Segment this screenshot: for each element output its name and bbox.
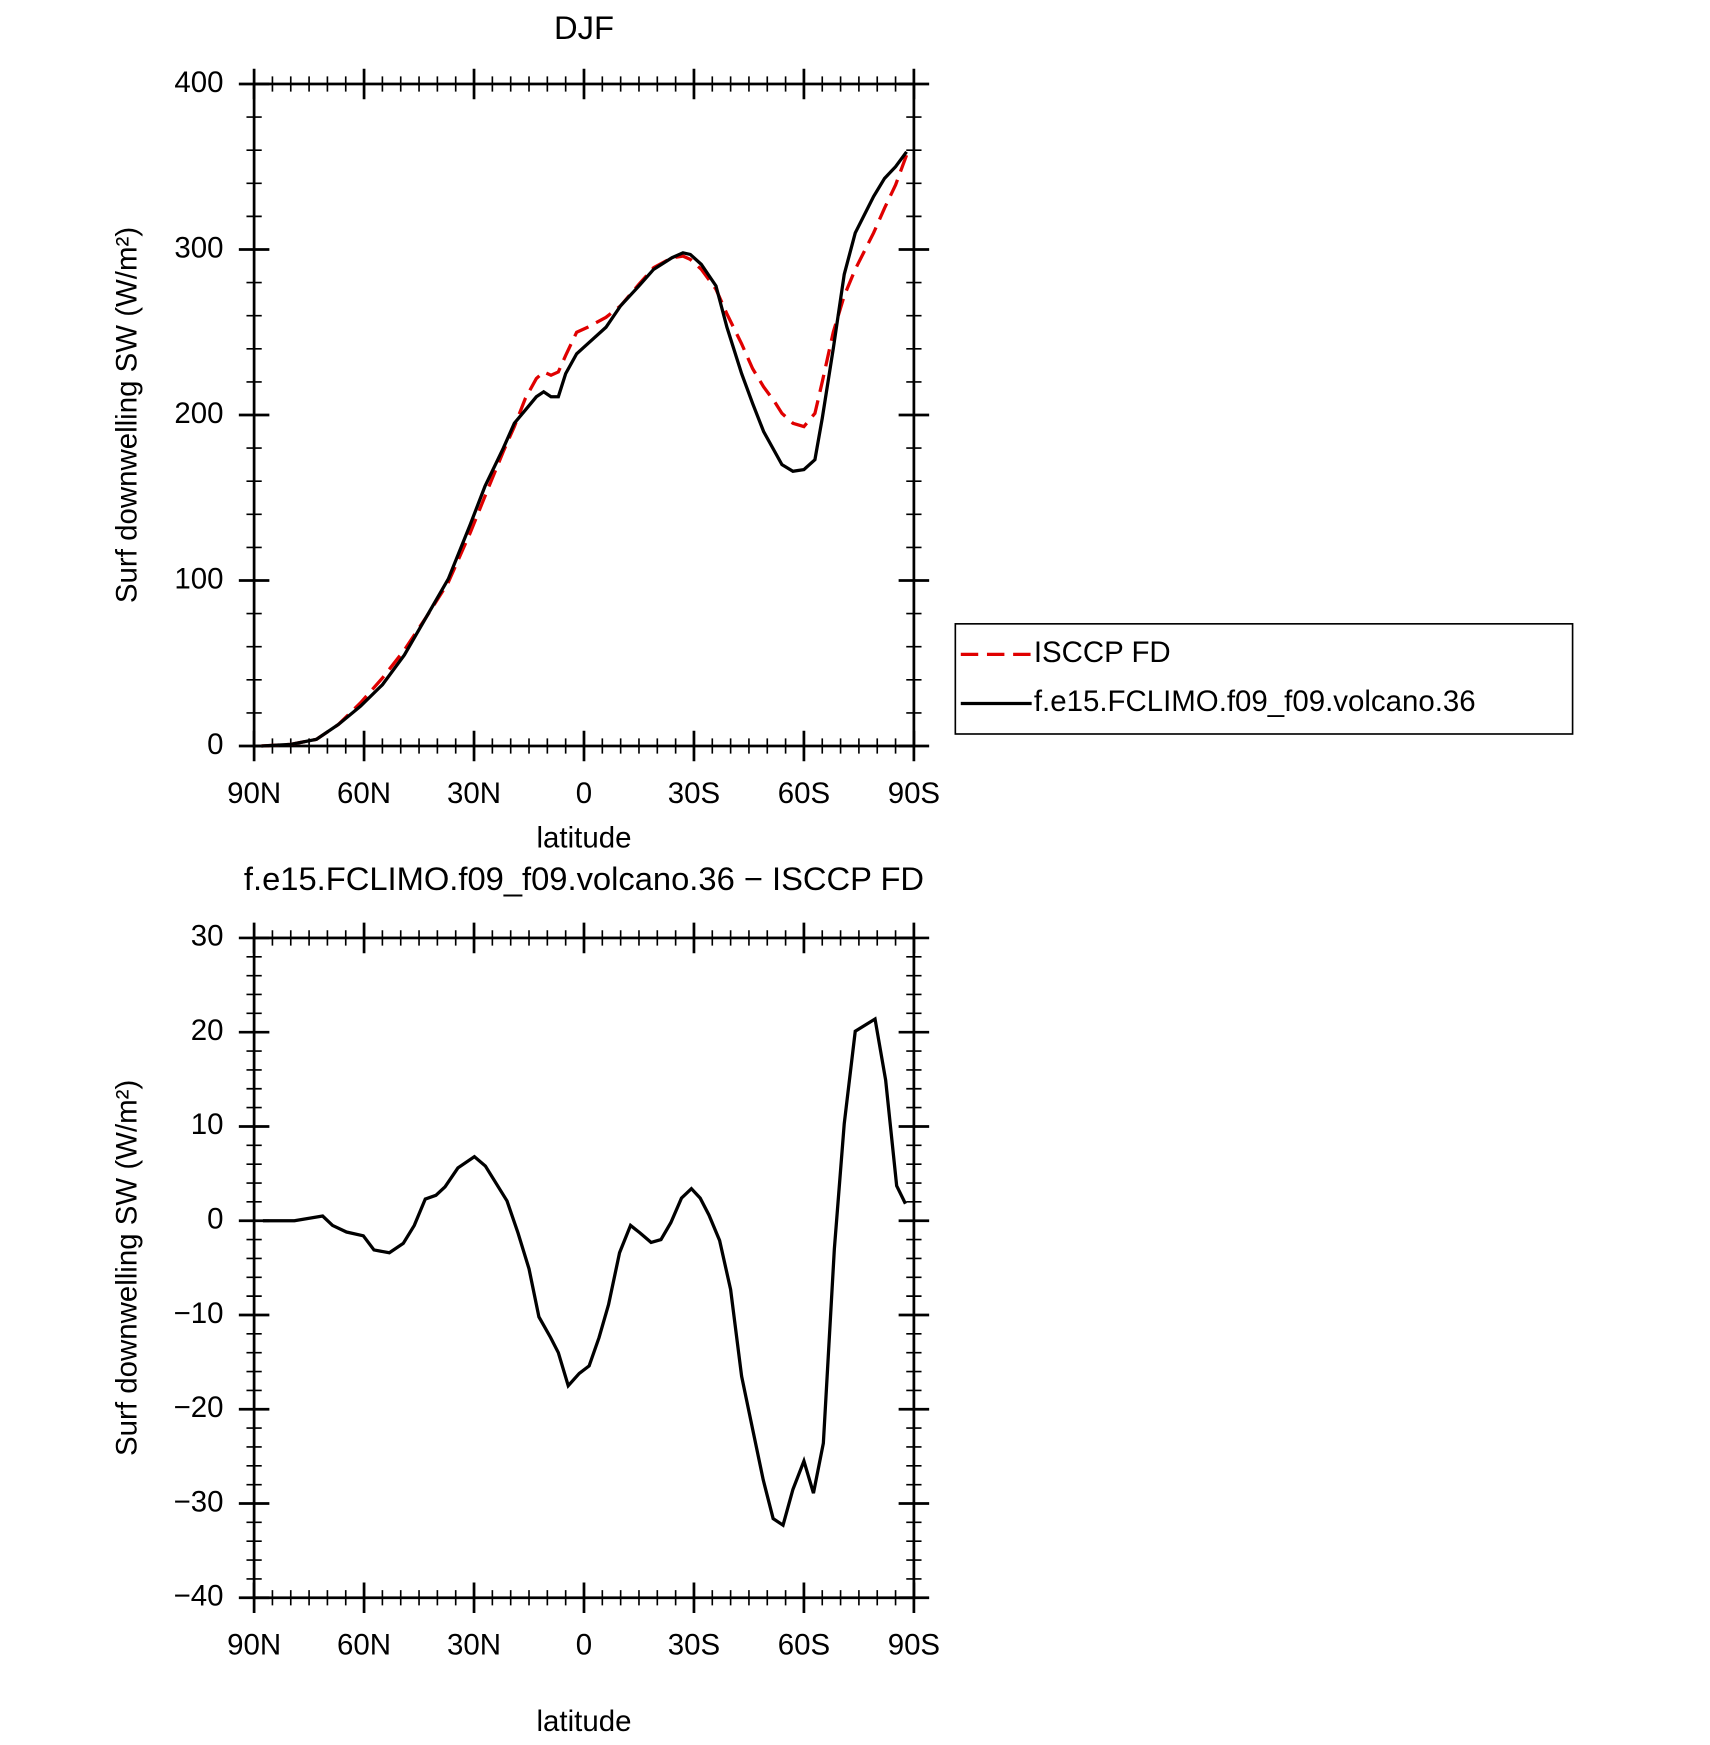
x-tick-label: 90S xyxy=(888,777,940,810)
x-tick-label: 60N xyxy=(337,1629,391,1662)
x-tick-label: 90N xyxy=(227,1629,281,1662)
x-tick-label: 30N xyxy=(447,1629,501,1662)
x-tick-label: 60S xyxy=(778,777,830,810)
chart-title: DJF xyxy=(554,9,614,46)
plot-frame xyxy=(252,936,916,1600)
legend-box xyxy=(954,623,1574,735)
y-tick-label: 0 xyxy=(207,1203,223,1236)
y-tick-label: 200 xyxy=(174,397,223,430)
y-tick-label: −10 xyxy=(174,1297,224,1330)
data-line xyxy=(261,154,909,748)
x-tick-label: 0 xyxy=(576,777,592,810)
y-tick-label: 300 xyxy=(174,231,223,264)
data-line xyxy=(262,1016,907,1528)
x-tick-label: 0 xyxy=(576,1629,592,1662)
legend-label: f.e15.FCLIMO.f09_f09.volcano.36 xyxy=(1034,685,1476,718)
x-tick-label: 90S xyxy=(888,1629,940,1662)
y-axis-label: Surf downwelling SW (W/m²) xyxy=(110,227,143,603)
y-tick-label: −40 xyxy=(174,1580,224,1613)
x-tick-label: 60S xyxy=(778,1629,830,1662)
x-tick-label: 60N xyxy=(337,777,391,810)
x-tick-label: 90N xyxy=(227,777,281,810)
y-tick-label: 30 xyxy=(191,920,224,953)
y-tick-label: 0 xyxy=(207,728,223,761)
chart-title: f.e15.FCLIMO.f09_f09.volcano.36 − ISCCP … xyxy=(244,860,924,897)
y-tick-label: 100 xyxy=(174,562,223,595)
x-tick-label: 30S xyxy=(668,1629,720,1662)
legend-label: ISCCP FD xyxy=(1034,636,1171,669)
y-tick-label: −20 xyxy=(174,1391,224,1424)
y-tick-label: 10 xyxy=(191,1108,224,1141)
y-tick-label: 20 xyxy=(191,1014,224,1047)
y-axis-label: Surf downwelling SW (W/m²) xyxy=(110,1080,143,1456)
x-tick-label: 30N xyxy=(447,777,501,810)
x-axis-label: latitude xyxy=(537,1705,632,1738)
y-tick-label: −30 xyxy=(174,1485,224,1518)
x-axis-label: latitude xyxy=(537,822,632,855)
y-tick-label: 400 xyxy=(174,66,223,99)
data-line xyxy=(261,150,908,748)
x-tick-label: 30S xyxy=(668,777,720,810)
